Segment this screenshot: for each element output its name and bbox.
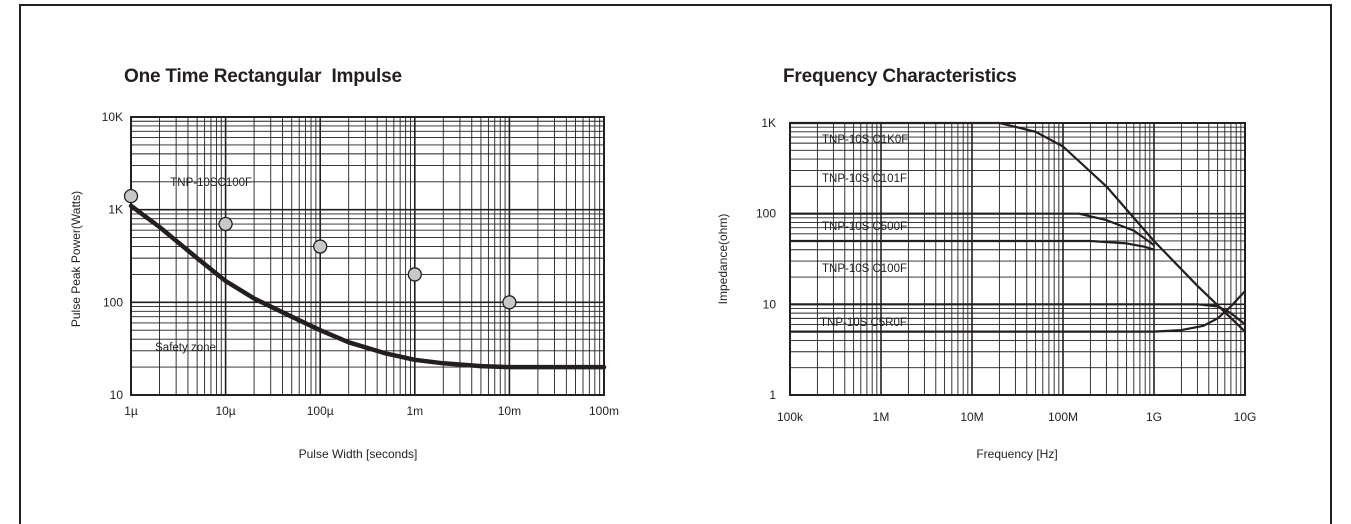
frequency-x-tick-label: 10G: [1234, 410, 1257, 424]
frequency-y-tick-label: 10: [763, 297, 777, 311]
impulse-x-tick-label: 100µ: [307, 404, 334, 418]
impulse-x-tick-label: 10µ: [215, 404, 235, 418]
impulse-test-point: [123, 188, 139, 204]
impulse-y-tick-label: 1K: [108, 203, 123, 217]
impulse-test-point: [407, 267, 422, 282]
impulse-test-point: [218, 216, 233, 232]
impulse-test-point: [502, 295, 517, 310]
impulse-x-tick-label: 1µ: [124, 404, 138, 418]
impulse-series-line: [128, 203, 607, 370]
frequency-series-line: [788, 290, 1247, 333]
frequency-series-line: [788, 303, 1247, 326]
impulse-test-point: [313, 239, 328, 254]
frequency-series-label: TNP-10S C101F: [822, 173, 907, 185]
frequency-series-label: TNP-10S C500F: [822, 221, 907, 233]
frequency-y-tick-label: 100: [756, 207, 776, 221]
chart-title-impulse: One Time Rectangular Impulse: [124, 66, 402, 87]
impulse-x-tick-label: 1m: [406, 404, 423, 418]
frequency-series-line: [788, 212, 1156, 247]
panel-border: [19, 4, 1332, 524]
frequency-y-tick-label: 1: [769, 388, 776, 402]
frequency-x-axis-label: Frequency [Hz]: [976, 447, 1057, 461]
frequency-x-tick-label: 100M: [1048, 410, 1078, 424]
impulse-y-tick-label: 10K: [102, 110, 123, 124]
frequency-plot-frame: [789, 122, 1246, 396]
frequency-series-line: [788, 239, 1156, 251]
impulse-plot-frame: [130, 116, 605, 396]
frequency-x-tick-label: 10M: [960, 410, 983, 424]
frequency-x-tick-label: 1M: [873, 410, 890, 424]
frequency-series-line: [788, 121, 1247, 333]
impulse-x-tick-label: 100m: [589, 404, 619, 418]
impulse-x-tick-label: 10m: [498, 404, 521, 418]
frequency-y-tick-label: 1K: [761, 116, 776, 130]
charts-canvas: 1µ 10µ 100µ 1m 10m 100m 10 100 1K 10K Pulse Width …: [69, 110, 1257, 461]
impulse-y-axis-label: Pulse Peak Power(Watts): [69, 191, 83, 327]
chart-title-frequency: Frequency Characteristics: [783, 66, 1017, 87]
frequency-x-tick-label: 1G: [1146, 410, 1162, 424]
frequency-x-tick-label: 100k: [777, 410, 804, 424]
frequency-series-label: TNP-10S C100F: [822, 263, 907, 275]
impulse-y-tick-label: 100: [103, 295, 123, 309]
impulse-annotation: Safety zone: [155, 342, 216, 354]
frequency-series-label: TNP-10S C5R0F: [820, 317, 907, 329]
impulse-y-tick-label: 10: [110, 388, 124, 402]
impulse-annotation: TNP-10SC100F: [170, 177, 252, 189]
impulse-x-axis-label: Pulse Width [seconds]: [299, 447, 418, 461]
frequency-y-axis-label: Impedance(ohm): [716, 214, 730, 305]
frequency-series-label: TNP-10S C1K0F: [822, 134, 908, 146]
